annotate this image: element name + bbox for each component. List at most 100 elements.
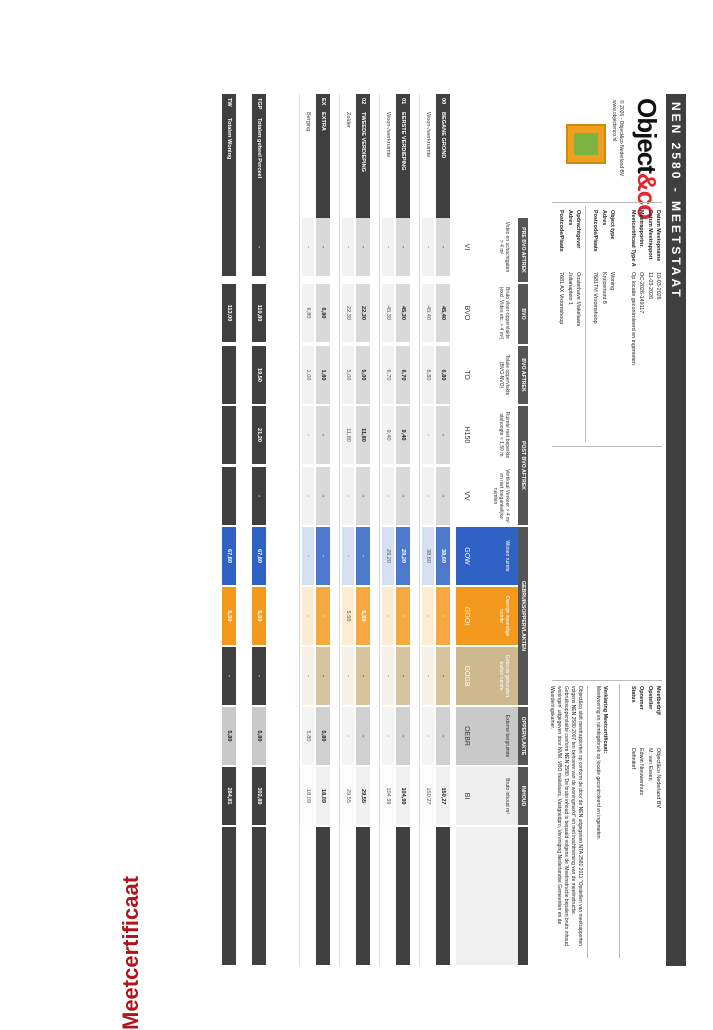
column-code: GOW xyxy=(463,547,470,565)
object-co-logo: Object&co xyxy=(632,98,662,220)
meta-row: Adres Julianaplein 1 xyxy=(565,210,573,440)
row-value-cell: 29,20 xyxy=(382,527,394,585)
row-value-cell: - xyxy=(302,527,314,585)
column-code: GOOI xyxy=(463,606,470,626)
row-value-cell: - xyxy=(342,647,354,705)
summary-cell: - xyxy=(222,647,236,705)
column-code: VV xyxy=(463,491,470,501)
summary-cell xyxy=(222,218,236,276)
column-description: Wonen ruimte xyxy=(504,540,510,572)
meta-label: Status xyxy=(629,686,636,703)
summary-cell: - xyxy=(252,467,266,525)
summary-cell: - xyxy=(252,218,266,276)
row-code: EX xyxy=(320,98,326,106)
column-description: Ruimte met beperkte stahoogte < 1,50 m xyxy=(498,411,510,459)
meta-label: Postcode/Plaats xyxy=(592,210,599,252)
row-value-cell: 5,00 xyxy=(342,346,354,404)
row-value-cell: 18,09 xyxy=(302,767,314,825)
row-value-cell: 1,00 xyxy=(302,346,314,404)
row-spacer xyxy=(379,94,380,965)
summary-cell: 67,80 xyxy=(252,527,266,585)
row-spacer xyxy=(339,94,340,965)
meta-value: 7681TM Vroomshoop xyxy=(592,272,599,324)
meta-row: Opdrachtgever Oosterhave Makelaars xyxy=(574,210,582,440)
row-value-cell: - xyxy=(342,527,354,585)
meta-value: Oosterhave Makelaars xyxy=(575,272,581,327)
table-header-dark xyxy=(518,827,528,965)
column-code: VI xyxy=(463,243,470,251)
row-total-cell: 1,80 xyxy=(316,346,330,404)
summary-cell: 5,80 xyxy=(222,707,236,765)
row-value-cell: 6,80 xyxy=(302,284,314,342)
row-value-cell: - xyxy=(342,707,354,765)
row-total-cell: 18,09 xyxy=(316,767,330,825)
column-description: Gebouw gebonden buiten ruimte xyxy=(498,654,510,698)
row-value-cell: 5,50 xyxy=(342,587,354,645)
summary-cell: 5,50 xyxy=(252,587,266,645)
group-header: POST BVO AFTREK xyxy=(518,406,528,525)
row-value-cell: 45,30 xyxy=(382,284,394,342)
row-value-cell: - xyxy=(382,218,394,276)
row-total-cell: 150,27 xyxy=(436,767,450,825)
row-total-cell: 5,00 xyxy=(356,346,370,404)
row-value-cell: 11,80 xyxy=(342,406,354,464)
meta-value: OC-2026-149117 xyxy=(638,272,645,314)
row-value-cell: - xyxy=(342,218,354,276)
row-total-cell: 6,80 xyxy=(436,346,450,404)
row-total-cell: 9,40 xyxy=(396,406,410,464)
meta-row: Opsteller M. van Essen xyxy=(645,686,653,958)
meta-value: 11-03-2026 xyxy=(646,272,653,300)
row-total-cell: - xyxy=(316,587,330,645)
summary-name: Totalen geheel Perceel xyxy=(256,118,262,179)
column-code: BI xyxy=(463,792,470,800)
meta-label: Datum Meetrapport xyxy=(646,210,653,260)
meta-company: MeetbedrijfObject&co Nederland BV Opstell… xyxy=(628,686,662,958)
row-total-cell: - xyxy=(316,406,330,464)
column-description: Bruto inhoud m³ xyxy=(504,778,510,814)
row-total-cell: 5,50 xyxy=(356,587,370,645)
row-total-cell: 29,55 xyxy=(356,767,370,825)
meta-label: Adres xyxy=(566,210,573,226)
row-value-cell: 150,27 xyxy=(422,767,434,825)
group-header: PRE BVO AFTREK xyxy=(518,218,528,282)
meta-row: Datum Meetrapport 11-03-2026 xyxy=(645,210,653,440)
row-value-cell: 38,60 xyxy=(422,527,434,585)
meta-label: Opsteller xyxy=(646,686,653,710)
column-description: Overige inpandige ruimte xyxy=(498,595,510,637)
row-total-cell: 45,40 xyxy=(436,284,450,342)
row-total-cell: 6,70 xyxy=(396,346,410,404)
column-code: GOGB xyxy=(463,665,470,687)
row-value-cell: - xyxy=(302,587,314,645)
summary-cell: 284,81 xyxy=(222,767,236,825)
column-description: Totale oppervlakte (BVO-NVO) xyxy=(498,354,510,396)
row-total-cell: 11,80 xyxy=(356,406,370,464)
meta-row: Postcode/Plaats 7681TM Vroomshoop xyxy=(591,210,599,440)
meta-row: Meetbedrijf Object&co Nederland BV xyxy=(654,686,662,958)
copyright: © 2026 - Object&co Nederland BV www.objec… xyxy=(611,100,624,177)
meta-value: Woning xyxy=(609,272,615,291)
row-total-cell: - xyxy=(316,647,330,705)
group-header: GEBRUIKSOPPERVLAKTEN xyxy=(518,527,528,705)
row-value-cell: - xyxy=(422,587,434,645)
meta-object: Object typeWoning AdresKruizemunt 8 Postco… xyxy=(591,210,616,440)
meta-value: 10-03-2026 xyxy=(655,272,661,300)
meta-value: Kruizemunt 8 xyxy=(600,272,607,304)
row-total-cell: 5,80 xyxy=(316,707,330,765)
meta-label: Meetcertificaat Type A xyxy=(629,210,636,267)
summary-fill xyxy=(252,827,266,965)
summary-cell: 119,80 xyxy=(252,284,266,342)
row-total-cell: - xyxy=(356,707,370,765)
row-total-cell: - xyxy=(356,527,370,585)
row-value-cell: 6,70 xyxy=(382,346,394,404)
meta-client: Opdrachtgever Oosterhave Makelaars Adres Ju… xyxy=(557,210,582,440)
summary-code: TW xyxy=(226,98,232,107)
row-value-cell: - xyxy=(342,467,354,525)
meta-value: Object&co Nederland BV xyxy=(655,748,661,808)
row-total-cell: 22,30 xyxy=(356,284,370,342)
row-value-cell: - xyxy=(382,707,394,765)
summary-fill xyxy=(222,827,236,965)
row-value-cell: - xyxy=(382,467,394,525)
row-name: EERSTE VERDIEPING xyxy=(400,112,406,171)
meta-row: Status Definitief xyxy=(628,686,636,958)
row-total-cell: - xyxy=(436,647,450,705)
